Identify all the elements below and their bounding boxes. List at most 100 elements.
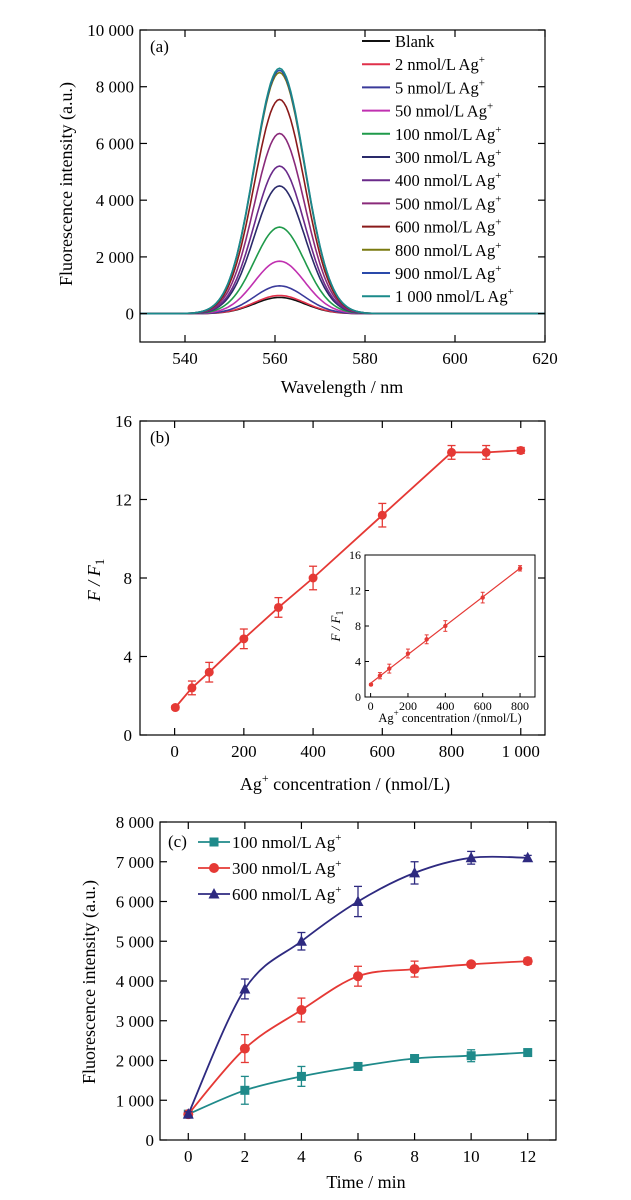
c-data-point-2-0 bbox=[182, 1108, 194, 1119]
c-legend-entry-0: 100 nmol/L Ag+ bbox=[232, 832, 341, 852]
c-y-tick-label-1: 1 000 bbox=[116, 1091, 154, 1110]
b-data-point-6 bbox=[377, 510, 387, 520]
panel-a-label: (a) bbox=[150, 37, 169, 56]
c-data-point-2-1 bbox=[239, 982, 251, 994]
panel-a-spectra-chart: (a) 540 560 580 600 620 0 2 000 4 000 6 000 8 000… bbox=[56, 21, 558, 397]
a-legend-entry-2: 5 nmol/L Ag+ bbox=[395, 77, 485, 97]
a-x-tick-label-3: 600 bbox=[442, 349, 468, 368]
inset-data-point-0 bbox=[368, 682, 374, 687]
panel-c-legend: 100 nmol/L Ag+ 300 nmol/L Ag+ 600 nmol/L A… bbox=[198, 832, 341, 904]
c-x-tick-label-6: 12 bbox=[519, 1147, 536, 1166]
b-series-line bbox=[174, 449, 521, 709]
a-y-tick-label-0: 0 bbox=[126, 305, 135, 324]
c-y-tick-label-8: 8 000 bbox=[116, 813, 154, 832]
a-legend-entry-5: 300 nmol/L Ag+ bbox=[395, 147, 501, 167]
b-y-tick-label-1: 4 bbox=[124, 648, 133, 667]
panel-a-legend: Blank 2 nmol/L Ag+ 5 nmol/L Ag+ 50 nmol/L A… bbox=[362, 32, 514, 306]
a-y-tick-label-1: 2 000 bbox=[96, 248, 134, 267]
a-y-tick-label-2: 4 000 bbox=[96, 191, 134, 210]
c-legend-entry-1: 300 nmol/L Ag+ bbox=[232, 858, 341, 878]
b-data-point-4 bbox=[273, 602, 283, 612]
c-data-point-2-3 bbox=[352, 895, 364, 906]
panel-c-ylabel: Fluorescence intensity (a.u.) bbox=[79, 880, 100, 1084]
b-data-point-2 bbox=[204, 667, 214, 677]
c-legend-marker-2 bbox=[208, 888, 220, 899]
spectrum-line-11 bbox=[140, 67, 545, 315]
inset-x-tick-label-4: 800 bbox=[511, 699, 529, 713]
c-data-point-0-6 bbox=[523, 1048, 533, 1058]
c-data-point-0-1 bbox=[240, 1085, 250, 1095]
a-legend-entry-8: 600 nmol/L Ag+ bbox=[395, 217, 501, 237]
inset-data-point-6 bbox=[480, 595, 485, 600]
c-data-point-1-3 bbox=[353, 971, 363, 982]
panel-b-label: (b) bbox=[150, 428, 170, 447]
c-y-tick-label-4: 4 000 bbox=[116, 972, 154, 991]
c-data-point-2-4 bbox=[409, 866, 421, 878]
b-data-point-1 bbox=[187, 683, 197, 693]
a-legend-entry-3: 50 nmol/L Ag+ bbox=[395, 101, 493, 121]
panel-a-frame bbox=[139, 29, 546, 343]
a-legend-entry-9: 800 nmol/L Ag+ bbox=[395, 240, 501, 260]
c-x-tick-label-0: 0 bbox=[184, 1147, 193, 1166]
b-x-tick-label-4: 800 bbox=[439, 742, 465, 761]
b-y-tick-label-3: 12 bbox=[115, 491, 132, 510]
b-x-tick-label-0: 0 bbox=[170, 742, 179, 761]
b-x-tick-label-5: 1 000 bbox=[502, 742, 540, 761]
inset-data-point-7 bbox=[517, 566, 523, 571]
b-y-tick-label-4: 16 bbox=[115, 412, 132, 431]
b-data-point-5 bbox=[308, 573, 318, 583]
a-legend-entry-1: 2 nmol/L Ag+ bbox=[395, 54, 485, 74]
c-y-tick-label-3: 3 000 bbox=[116, 1012, 154, 1031]
panel-b-inset-chart: 0 200 400 600 800 0 4 8 12 16 F / F1 Ag+ concentr… bbox=[328, 548, 536, 725]
inset-y-tick-label-3: 12 bbox=[349, 584, 361, 598]
panel-b-xlabel: Ag+ concentration / (nmol/L) bbox=[240, 771, 450, 795]
inset-data-point-5 bbox=[443, 623, 448, 629]
a-x-tick-label-1: 560 bbox=[262, 349, 288, 368]
b-x-tick-label-1: 200 bbox=[231, 742, 257, 761]
b-data-point-0 bbox=[170, 703, 180, 713]
b-y-tick-label-2: 8 bbox=[124, 569, 133, 588]
inset-x-tick-label-2: 400 bbox=[436, 699, 454, 713]
a-legend-entry-6: 400 nmol/L Ag+ bbox=[395, 170, 501, 190]
c-y-tick-label-2: 2 000 bbox=[116, 1052, 154, 1071]
b-data-point-7 bbox=[447, 447, 457, 457]
panel-a-ylabel: Fluorescence intensity (a.u.) bbox=[56, 82, 77, 286]
c-data-point-2-6 bbox=[522, 851, 534, 863]
a-x-tick-label-4: 620 bbox=[532, 349, 558, 368]
c-x-tick-label-4: 8 bbox=[410, 1147, 419, 1166]
panel-c-kinetics-chart: (c) 0 2 4 6 8 10 12 0 1 000 2 000 3 000 4 000 5 000 6… bbox=[79, 813, 557, 1192]
a-legend-entry-4: 100 nmol/L Ag+ bbox=[395, 124, 501, 144]
c-legend-marker-1 bbox=[209, 863, 219, 873]
b-x-tick-label-2: 400 bbox=[300, 742, 326, 761]
c-y-tick-label-6: 6 000 bbox=[116, 893, 154, 912]
c-data-point-1-2 bbox=[296, 1005, 307, 1016]
c-legend-marker-0 bbox=[209, 837, 219, 847]
c-y-tick-label-0: 0 bbox=[146, 1131, 155, 1150]
b-data-point-3 bbox=[239, 634, 249, 644]
inset-y-tick-label-1: 4 bbox=[355, 655, 361, 669]
a-legend-entry-0: Blank bbox=[395, 32, 435, 51]
panel-a-xlabel: Wavelength / nm bbox=[281, 377, 404, 397]
inset-ylabel: F / F1 bbox=[328, 611, 346, 643]
b-x-tick-label-3: 600 bbox=[370, 742, 396, 761]
a-legend-entry-10: 900 nmol/L Ag+ bbox=[395, 263, 501, 283]
b-data-point-9 bbox=[516, 445, 526, 455]
inset-data-point-2 bbox=[387, 666, 392, 671]
c-data-point-2-5 bbox=[465, 851, 477, 863]
a-legend-entry-11: 1 000 nmol/L Ag+ bbox=[395, 286, 514, 306]
c-data-point-1-1 bbox=[239, 1043, 250, 1054]
a-y-tick-label-3: 6 000 bbox=[96, 134, 134, 153]
b-data-point-8 bbox=[481, 447, 491, 457]
c-data-point-1-4 bbox=[409, 964, 420, 975]
c-data-point-1-5 bbox=[466, 959, 477, 970]
a-y-tick-label-4: 8 000 bbox=[96, 78, 134, 97]
c-data-point-1-6 bbox=[522, 956, 533, 967]
inset-x-tick-label-3: 600 bbox=[474, 699, 492, 713]
a-y-tick-label-5: 10 000 bbox=[87, 21, 134, 40]
a-x-tick-label-0: 540 bbox=[172, 349, 198, 368]
panel-c-xlabel: Time / min bbox=[326, 1172, 405, 1192]
c-legend-entry-2: 600 nmol/L Ag+ bbox=[232, 884, 341, 904]
c-series-line-0 bbox=[187, 1051, 528, 1116]
